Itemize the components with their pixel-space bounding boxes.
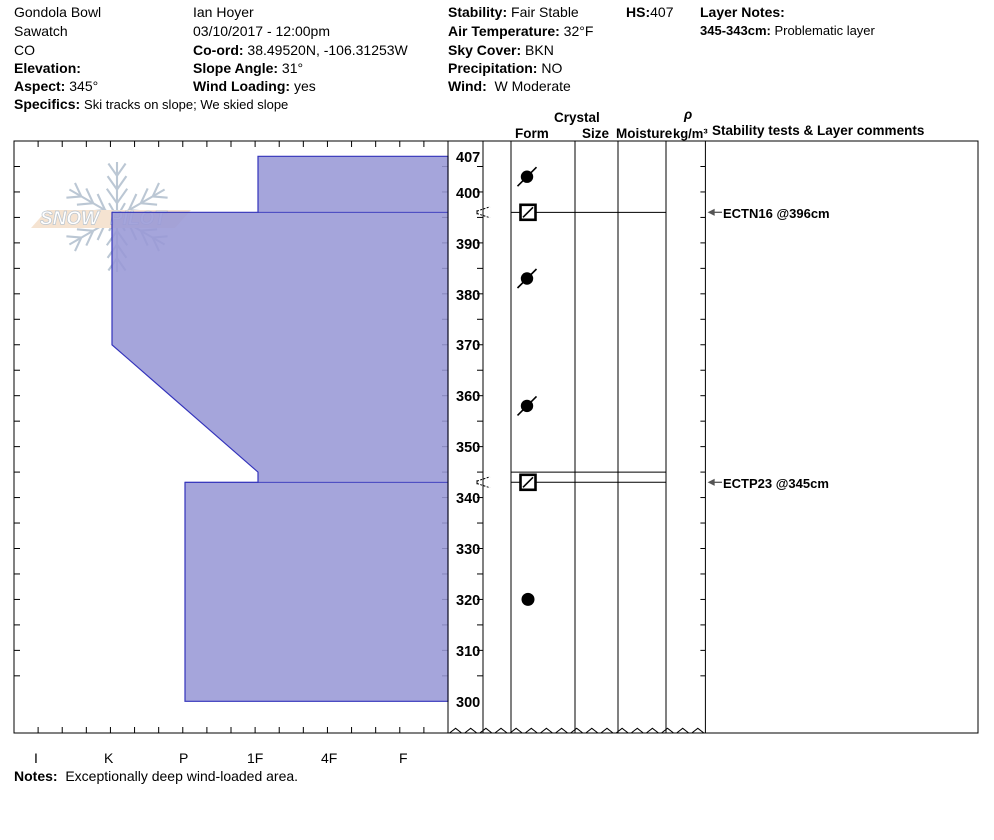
svg-text:SNOW: SNOW bbox=[40, 209, 101, 230]
